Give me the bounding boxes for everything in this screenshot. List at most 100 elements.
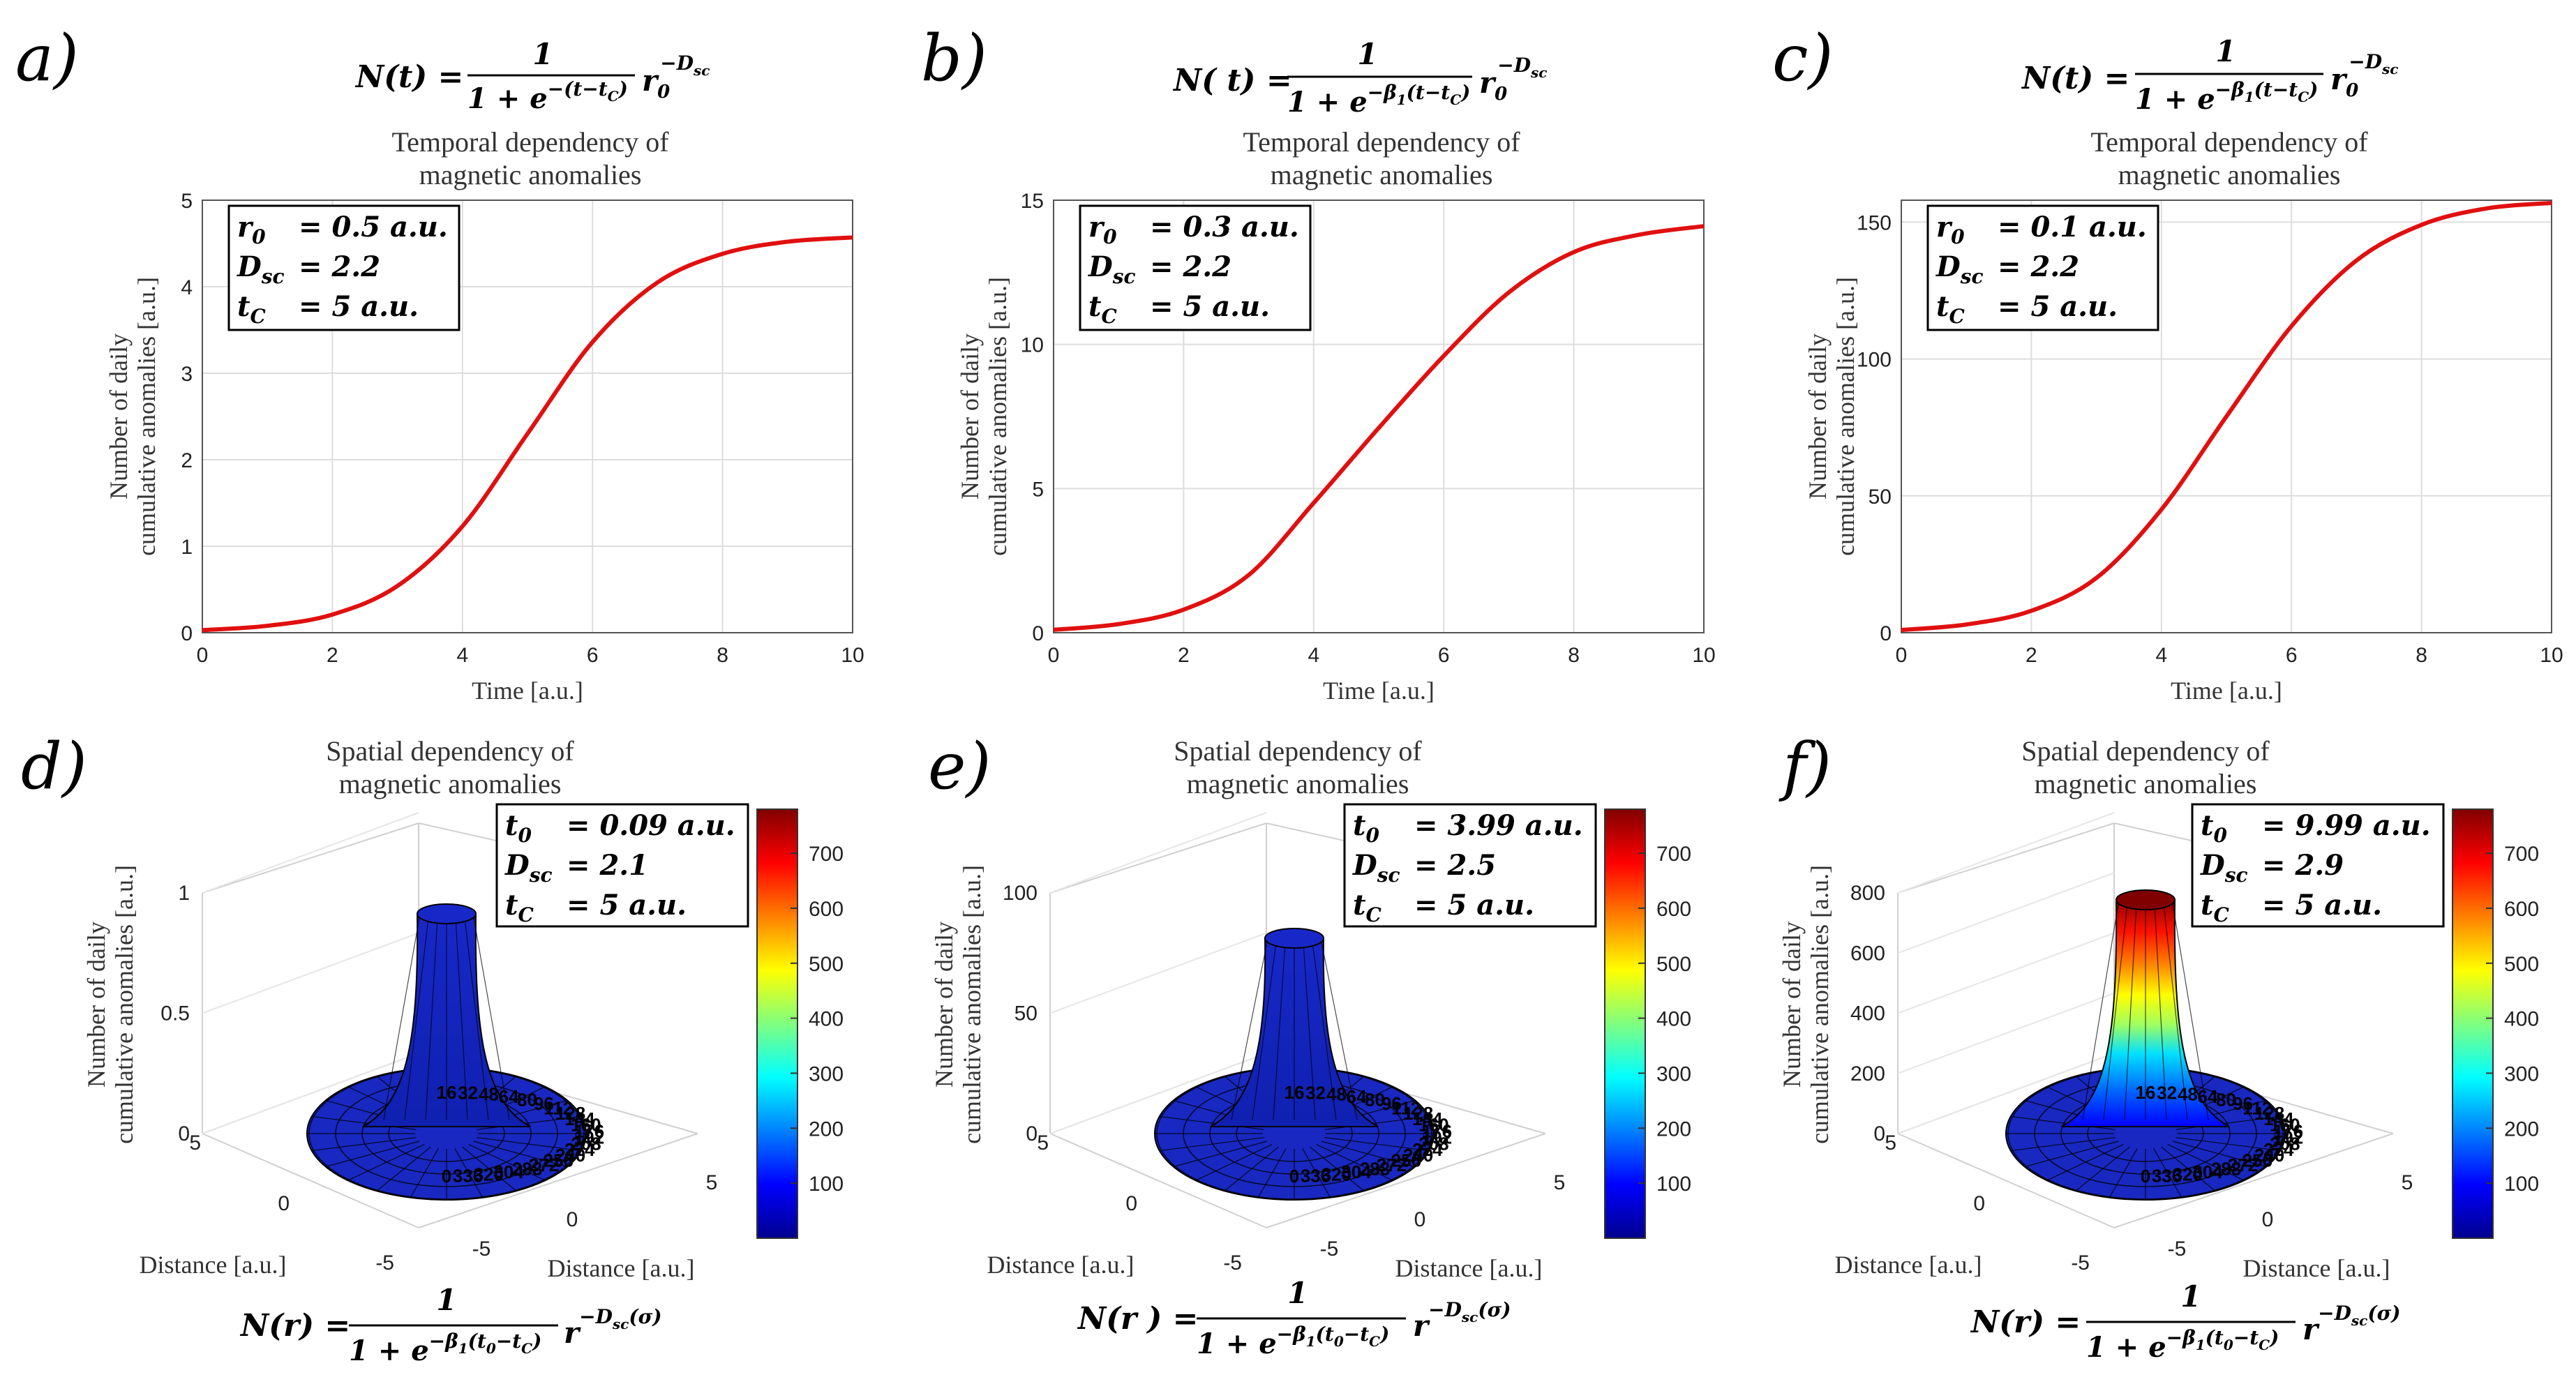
surface-peak-cap: [417, 903, 477, 924]
param-box-d-sub: C: [518, 903, 534, 926]
colorbar-tick-label: 600: [2504, 898, 2539, 921]
z-tick-label: 1: [178, 882, 190, 905]
surface-mesh-spoke: [2010, 1137, 2116, 1152]
angle-label: 304: [493, 1161, 524, 1182]
colorbar-tick-label: 100: [1656, 1173, 1691, 1196]
y-tick-label: 0: [181, 622, 193, 645]
x-axis-label: Distance [a.u.]: [548, 1254, 695, 1282]
colorbar-tick-label: 300: [2504, 1062, 2539, 1085]
param-box-b-frame: [1079, 204, 1312, 331]
surface-mesh-spoke: [1159, 1115, 1264, 1130]
param-box-d-val: = 5 a.u.: [567, 889, 687, 922]
y-axis-label-line2: cumulative anomalies [a.u.]: [133, 277, 160, 556]
param-box-e-val: = 3.99 a.u.: [1414, 809, 1583, 842]
y-tick-label: 15: [1021, 190, 1044, 213]
svg-text:1 + e−β1(t0−tC): 1 + e−β1(t0−tC): [2086, 1326, 2279, 1364]
angle-label: 128: [1403, 1103, 1433, 1124]
floor-edge: [2113, 1133, 2394, 1228]
series-line-N: [202, 235, 853, 633]
svg-text:r−Dsc(σ): r−Dsc(σ): [564, 1305, 661, 1350]
surface-mesh-spoke: [462, 1146, 517, 1191]
z-axis-label-line1: Number of daily: [82, 922, 110, 1088]
y-tick-label: 100: [1857, 349, 1892, 372]
param-box-e-sym: t: [1353, 809, 1366, 842]
angle-label: 144: [2263, 1108, 2294, 1129]
param-box-f-val: = 5 a.u.: [2262, 889, 2382, 922]
x-tick-label: 0: [2262, 1208, 2274, 1231]
surface-mesh-spoke: [311, 1137, 417, 1152]
param-box-d-sub: sc: [529, 864, 553, 887]
angle-label: 0: [2141, 1166, 2150, 1187]
angle-label: 64: [2197, 1086, 2217, 1107]
x-tick-label: 8: [2416, 644, 2427, 667]
chart-title-line1: Temporal dependency of: [1243, 126, 1520, 158]
surface-mesh-spoke: [1159, 1137, 1264, 1152]
surface-mesh-spoke: [2109, 1148, 2138, 1198]
box-edge: [1897, 822, 2115, 894]
param-box-a-row-2: tC: [237, 290, 266, 328]
angle-label: 336: [2152, 1165, 2182, 1186]
x-tick-label: -5: [2168, 1238, 2187, 1261]
y-tick-label: 0: [278, 1192, 290, 1215]
svg-text:N(r) =: N(r) =: [239, 1308, 350, 1344]
y-tick-label: 2: [181, 449, 193, 472]
colorbar: [756, 808, 798, 1239]
svg-text:1: 1: [1287, 1276, 1308, 1310]
chart-title-line1: Spatial dependency of: [1174, 735, 1422, 767]
colorbar: [1604, 808, 1646, 1239]
angle-label: 208: [571, 1133, 601, 1154]
x-tick-label: 8: [717, 644, 728, 667]
x-tick-label: 10: [1692, 644, 1715, 667]
z-gridline: [202, 1053, 419, 1134]
angle-label: 288: [512, 1159, 542, 1180]
param-box-e-frame: [1343, 803, 1597, 928]
param-box-e-row-1: Dsc: [1352, 849, 1400, 887]
param-box-b-row-0: r0: [1088, 211, 1117, 248]
surface-mesh-spoke: [2176, 1115, 2281, 1130]
param-box-c: r0 = 0.1 a.u. Dsc = 2.2 tC = 5 a.u.: [1926, 204, 2159, 331]
z-tick-label: 400: [1850, 1002, 1885, 1025]
param-box-c-sub: sc: [1960, 265, 1984, 288]
surface-mesh-spoke: [2010, 1115, 2116, 1130]
y-tick-label: 0: [1973, 1192, 1985, 1215]
angle-label: 64: [1346, 1086, 1366, 1107]
formula-temporal-b: N( t) = 1 1 + e−β1(t−tC) r0−Dsc: [1172, 37, 1547, 119]
colorbar-tick-label: 700: [809, 843, 844, 866]
colorbar-tick-label: 600: [809, 898, 844, 921]
z-gridline: [1049, 812, 1267, 894]
param-box-f-sym: D: [2200, 849, 2225, 882]
z-gridline: [1049, 1053, 1267, 1134]
param-box-b: r0 = 0.3 a.u. Dsc = 2.2 tC = 5 a.u.: [1079, 204, 1312, 331]
param-box-f-row-0: t0: [2201, 809, 2227, 847]
angle-label: 64: [498, 1086, 518, 1107]
param-box-a-sym: D: [237, 250, 262, 283]
chart-title-line1: Spatial dependency of: [2021, 735, 2270, 767]
box-edge: [202, 822, 419, 894]
y-axis-label: Distance [a.u.]: [1835, 1251, 1982, 1279]
surface-mesh-spoke: [1257, 1148, 1287, 1198]
panel-label-c: c): [1772, 21, 1833, 96]
formula-spatial-f: N(r) = 1 1 + e−β1(t0−tC) r−Dsc(σ): [1970, 1279, 2400, 1364]
param-box-d-row-0: t0: [505, 809, 532, 847]
surface-mesh-spoke: [1173, 1141, 1268, 1168]
chart-title-line2: magnetic anomalies: [2118, 159, 2341, 190]
x-tick-label: 6: [1438, 644, 1450, 667]
surface-mesh-spoke: [1224, 1146, 1279, 1191]
chart-title-line1: Temporal dependency of: [2090, 126, 2368, 158]
y-tick-label: -5: [2071, 1251, 2090, 1274]
angle-label: 96: [1381, 1093, 1402, 1114]
param-box-d-row-1: Dsc: [504, 849, 553, 887]
angle-label: 32: [1305, 1083, 1326, 1104]
angle-label: 256: [544, 1150, 574, 1171]
angle-label: 32: [2157, 1083, 2177, 1104]
z-axis-label-line2: cumulative anomalies [a.u.]: [110, 865, 138, 1144]
panel-label-f: f): [1779, 729, 1832, 804]
param-box-e: t0 = 3.99 a.u.Dsc = 2.5tC = 5 a.u.: [1343, 803, 1597, 928]
param-box-a-sub: sc: [261, 265, 285, 288]
angle-label: 160: [571, 1115, 601, 1136]
x-axis-label: Time [a.u.]: [1323, 677, 1435, 705]
param-box-b-sub: C: [1101, 305, 1117, 328]
x-tick-label: 0: [567, 1208, 578, 1231]
param-box-a-val: = 5 a.u.: [299, 290, 419, 323]
svg-text:r0−Dsc: r0−Dsc: [2330, 50, 2398, 101]
